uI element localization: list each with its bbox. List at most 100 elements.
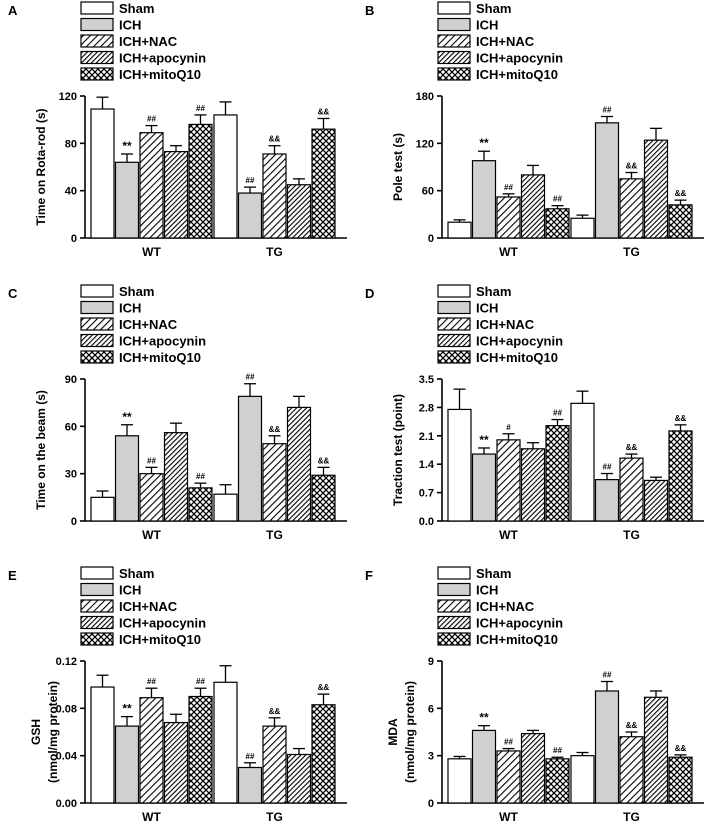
panel-D-label: D bbox=[365, 286, 374, 301]
significance-mark: ** bbox=[479, 136, 489, 150]
bar-TG-2 bbox=[619, 736, 644, 804]
legend-swatch-2 bbox=[80, 599, 114, 613]
legend-swatch-2 bbox=[437, 599, 471, 613]
bar-WT-1 bbox=[114, 435, 140, 522]
y-tick-label: 90 bbox=[65, 374, 77, 386]
bar-TG-0 bbox=[213, 493, 238, 522]
y-axis-label: GSH bbox=[29, 719, 43, 745]
legend-label-2: ICH+NAC bbox=[476, 34, 535, 49]
bar-TG-2 bbox=[262, 443, 287, 522]
legend-label-0: Sham bbox=[476, 284, 511, 299]
significance-mark: ## bbox=[246, 373, 255, 382]
bar-TG-1 bbox=[237, 192, 263, 239]
bar-WT-0 bbox=[447, 758, 472, 804]
legend-label-1: ICH bbox=[119, 18, 141, 33]
panel-E-label: E bbox=[8, 568, 17, 583]
legend-swatch-3 bbox=[437, 615, 471, 630]
legend-swatch-4 bbox=[80, 632, 114, 646]
bar-WT-3 bbox=[520, 174, 546, 239]
legend-label-1: ICH bbox=[119, 583, 141, 598]
legend-label-1: ICH bbox=[476, 18, 498, 33]
legend-label-4: ICH+mitoQ10 bbox=[476, 67, 558, 82]
y-tick-label: 0 bbox=[71, 516, 77, 528]
bar-TG-2 bbox=[262, 153, 287, 239]
y-tick-label: 0.0 bbox=[419, 516, 434, 528]
legend-swatch-2 bbox=[80, 317, 114, 331]
group-label-WT: WT bbox=[499, 528, 518, 542]
bar-WT-0 bbox=[447, 408, 472, 522]
legend-swatch-0 bbox=[437, 1, 471, 15]
legend-swatch-1 bbox=[437, 300, 471, 315]
bar-TG-0 bbox=[213, 114, 238, 239]
legend-swatch-0 bbox=[437, 566, 471, 580]
bar-WT-0 bbox=[90, 496, 115, 522]
significance-mark: # bbox=[506, 423, 511, 432]
panel-B-label: B bbox=[365, 3, 374, 18]
legend-label-1: ICH bbox=[119, 301, 141, 316]
y-axis-label: Pole test (s) bbox=[391, 133, 405, 201]
bar-WT-3 bbox=[520, 448, 546, 522]
bar-WT-1 bbox=[471, 729, 497, 804]
significance-mark: && bbox=[675, 744, 687, 753]
legend-label-2: ICH+NAC bbox=[476, 599, 535, 614]
significance-mark: ## bbox=[504, 738, 513, 747]
y-axis-label-units: (nmol/mg protein) bbox=[46, 681, 60, 783]
bar-WT-1 bbox=[114, 161, 140, 239]
significance-mark: ** bbox=[122, 702, 132, 716]
bar-WT-1 bbox=[471, 453, 497, 522]
legend-label-2: ICH+NAC bbox=[119, 599, 178, 614]
y-tick-label: 2.1 bbox=[419, 431, 434, 443]
legend-swatch-4 bbox=[437, 350, 471, 364]
significance-mark: ## bbox=[603, 671, 612, 680]
bar-TG-4 bbox=[668, 204, 693, 239]
legend-label-0: Sham bbox=[476, 566, 511, 581]
bar-WT-4 bbox=[188, 123, 213, 239]
legend-swatch-1 bbox=[437, 17, 471, 32]
bar-WT-2 bbox=[139, 697, 164, 804]
bar-WT-4 bbox=[545, 425, 570, 522]
bar-TG-3 bbox=[286, 753, 312, 804]
y-tick-label: 1.4 bbox=[419, 459, 435, 471]
y-tick-label: 180 bbox=[416, 91, 434, 103]
legend-label-3: ICH+apocynin bbox=[119, 616, 206, 631]
significance-mark: ## bbox=[147, 677, 156, 686]
legend-swatch-1 bbox=[80, 17, 114, 32]
bar-TG-0 bbox=[213, 681, 238, 804]
bar-WT-0 bbox=[447, 221, 472, 239]
legend-swatch-4 bbox=[437, 67, 471, 81]
bar-TG-1 bbox=[594, 122, 620, 239]
significance-mark: && bbox=[318, 683, 330, 692]
group-label-WT: WT bbox=[499, 245, 518, 259]
panel-C-label: C bbox=[8, 286, 18, 301]
y-axis-label: Traction test (point) bbox=[391, 394, 405, 506]
significance-mark: ## bbox=[246, 752, 255, 761]
bar-TG-4 bbox=[668, 430, 693, 522]
legend-label-0: Sham bbox=[476, 1, 511, 16]
legend-label-4: ICH+mitoQ10 bbox=[119, 350, 201, 365]
legend-swatch-3 bbox=[80, 615, 114, 630]
y-tick-label: 0.08 bbox=[56, 703, 77, 715]
bar-WT-2 bbox=[496, 196, 521, 239]
bar-TG-0 bbox=[570, 755, 595, 804]
y-tick-label: 0.12 bbox=[56, 656, 77, 668]
legend-label-0: Sham bbox=[119, 284, 154, 299]
legend-swatch-0 bbox=[437, 284, 471, 298]
legend-swatch-2 bbox=[437, 34, 471, 48]
bar-WT-4 bbox=[545, 758, 570, 804]
panel-A-label: A bbox=[8, 3, 18, 18]
bar-TG-2 bbox=[619, 457, 644, 522]
bar-TG-3 bbox=[643, 479, 669, 522]
legend-label-3: ICH+apocynin bbox=[476, 334, 563, 349]
group-label-TG: TG bbox=[623, 245, 640, 259]
bar-TG-4 bbox=[311, 474, 336, 522]
legend-swatch-0 bbox=[80, 1, 114, 15]
legend-label-4: ICH+mitoQ10 bbox=[476, 632, 558, 647]
significance-mark: && bbox=[318, 456, 330, 465]
y-axis-label: Time on the beam (s) bbox=[34, 390, 48, 510]
bar-TG-4 bbox=[668, 756, 693, 804]
bar-WT-2 bbox=[496, 439, 521, 522]
